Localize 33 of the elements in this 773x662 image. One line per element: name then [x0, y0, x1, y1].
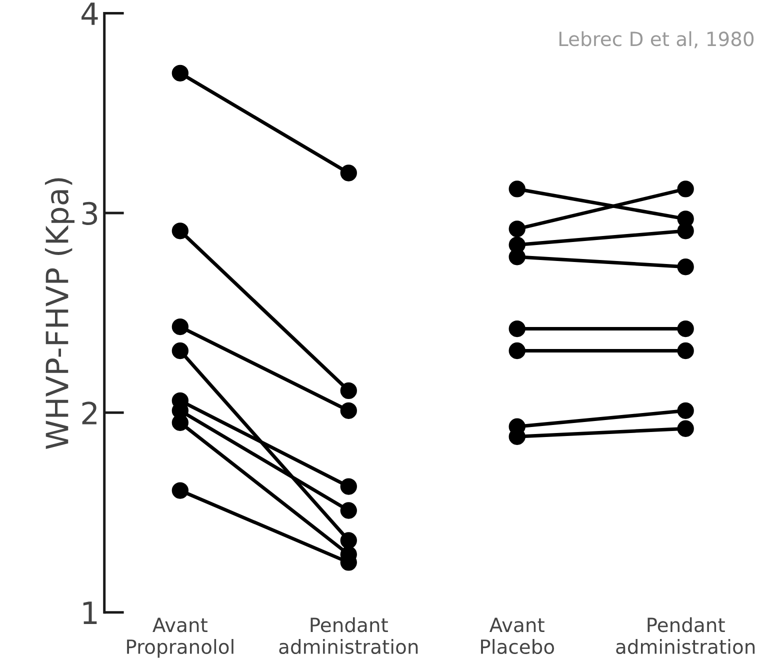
point — [172, 222, 188, 240]
point — [172, 482, 188, 499]
point — [340, 478, 357, 495]
x-tick-label: Pendant administration — [616, 617, 755, 654]
point — [172, 342, 188, 360]
point — [508, 342, 526, 360]
point — [340, 502, 357, 519]
point — [340, 532, 357, 549]
point — [508, 320, 526, 338]
x-tick-label: Avant Placebo — [481, 618, 554, 654]
x-tick-label: Avant Propranolol — [127, 618, 234, 658]
point — [677, 320, 694, 338]
point — [677, 180, 694, 198]
point — [172, 64, 188, 82]
y-tick-label: 1 — [83, 602, 97, 624]
point — [677, 222, 694, 240]
point — [677, 420, 694, 437]
y-tick-label: 2 — [82, 402, 96, 424]
point — [508, 220, 526, 238]
y-axis-title: WHVP-FHVP (Kpa) — [44, 178, 74, 449]
point — [340, 164, 357, 182]
point — [508, 180, 526, 198]
point — [340, 402, 357, 419]
point — [677, 258, 694, 276]
x-tick-label: Pendant administration — [279, 617, 418, 654]
point — [677, 402, 694, 419]
y-tick-label: 4 — [82, 2, 98, 25]
y-tick-label: 3 — [82, 202, 98, 225]
annotation: Lebrec D et al, 1980 — [559, 31, 754, 48]
point — [677, 342, 694, 360]
point — [172, 318, 188, 336]
point — [508, 248, 526, 266]
point — [340, 382, 357, 400]
